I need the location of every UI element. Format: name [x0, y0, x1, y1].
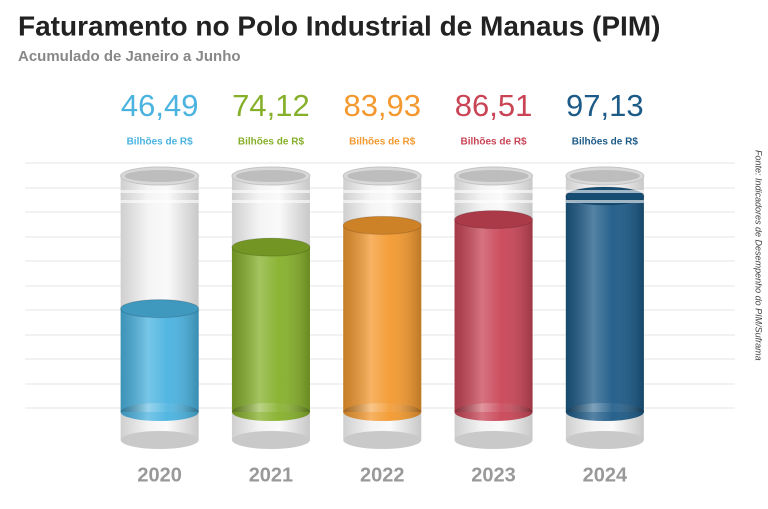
value-label: 86,51 — [455, 88, 533, 123]
unit-label: Bilhões de R$ — [238, 137, 305, 148]
glass-bottom — [120, 431, 199, 449]
glass-bottom — [343, 431, 422, 449]
x-tick-label: 2024 — [583, 464, 628, 486]
bar-top — [342, 215, 422, 235]
x-tick-label: 2021 — [249, 464, 294, 486]
glass-top-inner — [235, 170, 306, 182]
source: Fonte: Indicadores de Desempenho do PIM/… — [754, 150, 764, 361]
unit-label: Bilhões de R$ — [127, 137, 194, 148]
chart-subtitle: Acumulado de Janeiro a Junho — [18, 48, 241, 65]
bar-base-shine — [565, 403, 644, 421]
glass-ring — [343, 200, 422, 203]
bar-top-shade — [231, 238, 310, 257]
glass-ring — [565, 190, 644, 193]
glass-ring — [120, 200, 199, 203]
bar-top-shade — [454, 210, 533, 229]
glass-top-inner — [458, 170, 529, 182]
unit-label: Bilhões de R$ — [349, 137, 416, 148]
glass-bottom — [565, 431, 644, 449]
glass-ring — [454, 190, 533, 193]
bar-shine — [231, 247, 310, 412]
glass-ring — [120, 190, 199, 193]
bar-top — [120, 299, 200, 319]
glass-top-inner — [124, 170, 195, 182]
x-tick-label: 2022 — [360, 464, 405, 486]
bar-base-shine — [120, 403, 199, 421]
glass-top-inner — [347, 170, 418, 182]
glass-bottom — [231, 431, 310, 449]
unit-label: Bilhões de R$ — [460, 137, 527, 148]
bar-top — [231, 237, 311, 257]
value-label: 46,49 — [121, 88, 199, 123]
unit-label: Bilhões de R$ — [572, 137, 639, 148]
cylinder — [120, 166, 200, 449]
cylinder — [231, 166, 311, 449]
cylinder — [454, 166, 534, 449]
bar-shine — [343, 225, 422, 412]
bar-shine — [120, 308, 199, 412]
glass-ring — [231, 200, 310, 203]
bar-base-shine — [231, 403, 310, 421]
value-label: 83,93 — [343, 88, 421, 123]
bar-shine — [565, 196, 644, 412]
glass-ring — [454, 200, 533, 203]
bar-top-shade — [120, 299, 199, 318]
value-label: 74,12 — [232, 88, 310, 123]
glass-ring — [231, 190, 310, 193]
glass-bottom — [454, 431, 533, 449]
chart-title: Faturamento no Polo Industrial de Manaus… — [18, 10, 660, 41]
x-tick-label: 2020 — [137, 464, 182, 486]
bar-base-shine — [454, 403, 533, 421]
cylinder — [342, 166, 422, 449]
bar-base-shine — [343, 403, 422, 421]
glass-top-inner — [569, 170, 640, 182]
glass-ring — [565, 200, 644, 203]
bar-top — [454, 210, 534, 230]
cylinder — [565, 166, 645, 449]
bar-shine — [454, 219, 533, 412]
x-tick-label: 2023 — [471, 464, 516, 486]
value-label: 97,13 — [566, 88, 644, 123]
bar-top-shade — [343, 216, 422, 235]
glass-ring — [343, 190, 422, 193]
